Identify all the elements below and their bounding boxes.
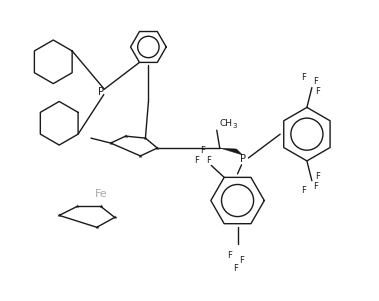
Text: F: F <box>315 172 320 181</box>
Text: CH: CH <box>219 119 232 128</box>
Text: F: F <box>313 77 318 86</box>
Text: F: F <box>239 256 244 265</box>
Polygon shape <box>220 148 243 155</box>
Text: F: F <box>227 250 232 259</box>
Text: F: F <box>194 156 199 165</box>
Text: P: P <box>241 154 246 164</box>
Text: F: F <box>200 146 205 155</box>
Text: F: F <box>302 186 306 195</box>
Text: F: F <box>313 182 318 191</box>
Text: F: F <box>302 73 306 82</box>
Text: 3: 3 <box>232 123 237 129</box>
Text: F: F <box>206 156 211 165</box>
Text: Fe: Fe <box>94 189 107 199</box>
Text: P: P <box>98 87 104 97</box>
Text: F: F <box>233 264 238 273</box>
Text: F: F <box>315 87 320 96</box>
